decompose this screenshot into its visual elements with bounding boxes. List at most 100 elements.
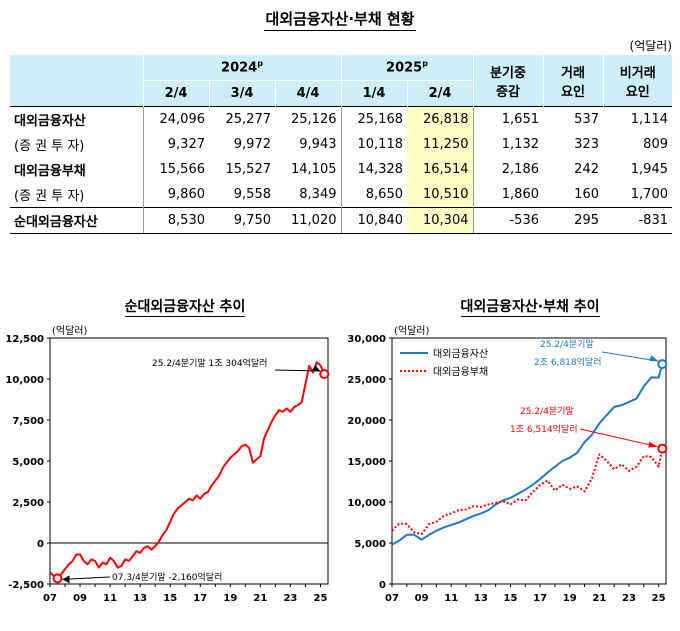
table-cell: 10,304 bbox=[407, 207, 473, 234]
table-cell: 323 bbox=[574, 137, 599, 152]
table-row: 순대외금융자산 8,530 9,750 11,020 10,840 10,304… bbox=[10, 207, 672, 234]
table-row: (증 권 투 자) 9,327 9,972 9,943 10,118 11,25… bbox=[10, 132, 672, 157]
table-cell: 809 bbox=[643, 137, 668, 152]
assets-liabilities-chart: 30,000 25,000 20,000 15,000 10,000 5,000 0 07 09… bbox=[347, 325, 668, 604]
quarter-header: 3/4 bbox=[208, 80, 275, 107]
table-cell: 537 bbox=[543, 106, 603, 132]
unit-label: (억달러) bbox=[629, 39, 672, 53]
y-tick-label: 0 bbox=[37, 539, 44, 550]
row-label: 순대외금융자산 bbox=[10, 207, 143, 234]
x-tick-label: 21 bbox=[253, 593, 267, 604]
quarter-header: 1/4 bbox=[340, 80, 407, 107]
x-tick-label: 17 bbox=[193, 593, 207, 604]
y-tick-label: 2,500 bbox=[12, 498, 44, 509]
series-line-1 bbox=[391, 448, 664, 535]
quarter-header: 2/4 bbox=[406, 80, 473, 107]
x-tick-label: 07 bbox=[43, 593, 57, 604]
table-cell: 1,860 bbox=[472, 182, 543, 208]
quarter-header: 2/4 bbox=[142, 80, 209, 107]
net-assets-chart: 12,500 10,000 7,500 5,000 2,500 0 -2,500 07 09 11… bbox=[5, 325, 330, 604]
row-label: 대외금융자산 bbox=[10, 106, 143, 132]
page-title: 대외금융자산·부채 현황 bbox=[0, 8, 680, 31]
table-cell: 9,750 bbox=[209, 207, 275, 234]
table-cell: 16,514 bbox=[407, 157, 473, 182]
x-tick-label: 15 bbox=[163, 593, 177, 604]
annotation-liabilities-line2: 1조 6,514억달러 bbox=[510, 423, 577, 435]
table-corner bbox=[10, 55, 143, 107]
series-line-0 bbox=[391, 363, 664, 546]
x-tick-label: 17 bbox=[533, 593, 547, 604]
table-cell: 14,105 bbox=[291, 162, 337, 177]
table-cell: 9,972 bbox=[233, 137, 271, 152]
y-tick-label: 5,000 bbox=[354, 539, 386, 550]
table-cell: 2,186 bbox=[472, 157, 543, 182]
table-cell: 11,250 bbox=[407, 132, 473, 157]
table-row: 대외금융자산 24,096 25,277 25,126 25,168 26,81… bbox=[10, 106, 672, 132]
annotation-assets-line1: 25.2/4분기말 bbox=[540, 338, 594, 350]
annotation-min: 07.3/4분기말 -2,160억달러 bbox=[112, 571, 222, 583]
table-cell: 26,818 bbox=[407, 106, 473, 132]
table-cell: 15,566 bbox=[142, 157, 209, 182]
y-tick-label: 12,500 bbox=[5, 334, 44, 345]
summary-table: 2024p 2025p 분기중 증감 거래 요인 비거래 요인 2/4 3/4 4/4… bbox=[10, 55, 672, 234]
annotation-liabilities-line1: 25.2/4분기말 bbox=[520, 405, 574, 417]
chart-title-net: 순대외금융자산 추이 bbox=[124, 299, 246, 317]
legend-label-liabilities: 대외금융부채 bbox=[433, 366, 488, 378]
row-label: (증 권 투 자) bbox=[14, 139, 85, 154]
x-tick-label: 25 bbox=[652, 593, 666, 604]
end-point-marker bbox=[319, 369, 330, 380]
y-tick-label: 30,000 bbox=[347, 334, 386, 345]
change-header: 분기중 증감 bbox=[472, 55, 543, 107]
x-tick-label: 21 bbox=[592, 593, 606, 604]
table-cell: 242 bbox=[574, 162, 599, 177]
legend-label-assets: 대외금융자산 bbox=[433, 348, 488, 360]
end-point-marker-assets bbox=[657, 359, 668, 370]
y-tick-label: 10,000 bbox=[5, 375, 44, 386]
annotation-arrowhead bbox=[648, 441, 658, 448]
annotation-arrowhead bbox=[649, 355, 659, 362]
annotation-end: 25.2/4분기말 1조 304억달러 bbox=[152, 357, 267, 369]
table-cell: 295 bbox=[543, 207, 603, 234]
table-cell: 1,132 bbox=[472, 132, 543, 157]
table-cell: 1,945 bbox=[630, 162, 668, 177]
table-cell: 15,527 bbox=[225, 162, 272, 177]
table-cell: 11,020 bbox=[275, 207, 341, 234]
table-cell: 1,700 bbox=[630, 187, 668, 202]
x-tick-label: 23 bbox=[283, 593, 297, 604]
table-cell: -536 bbox=[472, 207, 543, 234]
x-tick-label: 11 bbox=[444, 593, 458, 604]
annotation-arrow bbox=[601, 351, 659, 362]
table-cell: 160 bbox=[574, 187, 599, 202]
y-tick-label: 15,000 bbox=[347, 457, 386, 468]
y-tick-label: 0 bbox=[379, 580, 386, 591]
nontrade-header: 비거래 요인 bbox=[602, 55, 672, 107]
year-2024-header: 2024p bbox=[142, 55, 341, 81]
y-tick-label: -2,500 bbox=[8, 580, 44, 591]
end-point-marker-liabilities bbox=[657, 443, 668, 454]
y-axis-unit: (억달러) bbox=[394, 325, 430, 337]
x-tick-label: 09 bbox=[73, 593, 87, 604]
series-line-0 bbox=[49, 361, 326, 580]
table-cell: 10,840 bbox=[340, 207, 407, 234]
table-row: 대외금융부채 15,566 15,527 14,105 14,328 16,51… bbox=[10, 157, 672, 182]
table-cell: 1,114 bbox=[603, 106, 672, 132]
x-tick-label: 11 bbox=[103, 593, 117, 604]
x-tick-label: 23 bbox=[622, 593, 636, 604]
row-label: (증 권 투 자) bbox=[14, 189, 85, 204]
x-tick-label: 13 bbox=[133, 593, 147, 604]
y-tick-label: 7,500 bbox=[12, 416, 44, 427]
table-cell: 25,168 bbox=[340, 106, 407, 132]
table-cell: 10,510 bbox=[407, 182, 473, 208]
table-cell: 24,096 bbox=[142, 106, 209, 132]
y-tick-label: 20,000 bbox=[347, 416, 386, 427]
row-label: 대외금융부채 bbox=[14, 164, 86, 179]
year-2025-header: 2025p bbox=[340, 55, 473, 81]
table-row: (증 권 투 자) 9,860 9,558 8,349 8,650 10,510… bbox=[10, 182, 672, 208]
x-tick-label: 15 bbox=[504, 593, 518, 604]
annotation-arrow bbox=[579, 428, 658, 448]
plot-frame bbox=[49, 337, 329, 585]
y-tick-label: 25,000 bbox=[347, 375, 386, 386]
x-tick-label: 19 bbox=[223, 593, 237, 604]
table-cell: 8,349 bbox=[299, 187, 337, 202]
table-cell: 25,277 bbox=[209, 106, 275, 132]
